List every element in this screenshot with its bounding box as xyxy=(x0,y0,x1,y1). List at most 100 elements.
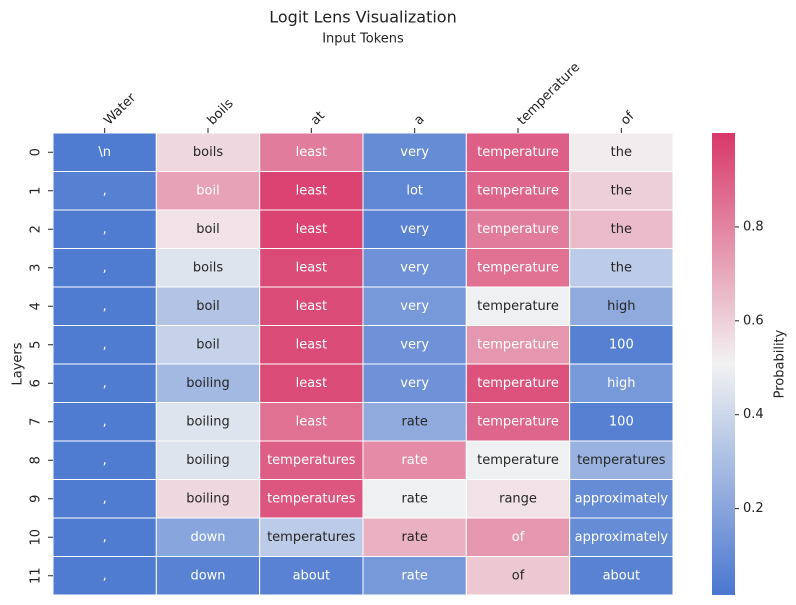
colorbar-tick-label: 0.6 xyxy=(743,313,764,328)
cell xyxy=(52,517,157,557)
cell-label: , xyxy=(103,376,107,391)
cell xyxy=(362,363,467,403)
cell-label: about xyxy=(293,568,331,583)
cell-label: , xyxy=(103,568,107,583)
cell xyxy=(569,209,674,249)
cell xyxy=(259,402,364,442)
cell xyxy=(259,363,364,403)
cell xyxy=(52,325,157,365)
cell-label: very xyxy=(400,260,429,275)
cell xyxy=(465,440,571,480)
cell xyxy=(259,556,364,596)
y-tick-label: 1 xyxy=(29,187,44,195)
y-tick-label: 7 xyxy=(29,418,44,426)
cell-label: boiling xyxy=(186,414,230,429)
cell xyxy=(465,479,571,519)
y-tick-label: 11 xyxy=(29,567,44,584)
chart-title: Logit Lens Visualization xyxy=(269,8,456,27)
cell-label: , xyxy=(103,453,107,468)
cell-label: 100 xyxy=(609,414,634,429)
x-tick-label: a xyxy=(411,112,427,128)
cell-label: the xyxy=(611,222,632,237)
cell xyxy=(52,440,157,480)
cell xyxy=(569,132,674,172)
cell xyxy=(52,556,157,596)
cell xyxy=(362,209,467,249)
cell-label: down xyxy=(190,568,225,583)
colorbar xyxy=(712,133,735,595)
cell-label: \n xyxy=(98,145,111,160)
y-tick-label: 3 xyxy=(29,264,44,272)
cell-label: temperature xyxy=(477,299,559,314)
cell-label: of xyxy=(512,530,525,545)
cell-label: high xyxy=(607,299,635,314)
y-tick-label: 8 xyxy=(29,456,44,464)
cell xyxy=(155,132,261,172)
cell-label: , xyxy=(103,530,107,545)
y-tick-label: 9 xyxy=(29,495,44,503)
cell-label: temperature xyxy=(477,414,559,429)
cell-label: least xyxy=(296,414,327,429)
cell xyxy=(465,286,571,326)
x-tick-label: of xyxy=(618,109,638,129)
cell xyxy=(52,479,157,519)
cell-label: the xyxy=(611,145,632,160)
cell-label: very xyxy=(400,145,429,160)
cell xyxy=(569,402,674,442)
cell-label: boil xyxy=(196,222,219,237)
cell-label: about xyxy=(603,568,641,583)
cell xyxy=(259,248,364,288)
cell-label: very xyxy=(400,299,429,314)
y-tick-label: 5 xyxy=(29,341,44,349)
cell xyxy=(465,402,571,442)
cell-label: least xyxy=(296,376,327,391)
cell-label: rate xyxy=(401,414,427,429)
cell xyxy=(52,402,157,442)
cell-label: of xyxy=(512,568,525,583)
y-tick-label: 6 xyxy=(29,379,44,387)
y-tick-label: 0 xyxy=(29,148,44,156)
x-tick-label: boils xyxy=(205,96,237,128)
cell-label: very xyxy=(400,376,429,391)
cell-label: least xyxy=(296,260,327,275)
cell-label: , xyxy=(103,491,107,506)
cell-label: , xyxy=(103,414,107,429)
cell-label: temperature xyxy=(477,260,559,275)
cell-label: range xyxy=(499,491,537,506)
cell-label: rate xyxy=(401,491,427,506)
cell xyxy=(155,479,261,519)
cell xyxy=(155,248,261,288)
cell-label: temperature xyxy=(477,183,559,198)
cell xyxy=(362,556,467,596)
cell xyxy=(362,248,467,288)
cell-label: boil xyxy=(196,299,219,314)
cell xyxy=(52,286,157,326)
y-tick-label: 4 xyxy=(29,302,44,310)
cell xyxy=(465,209,571,249)
colorbar-tick-label: 0.4 xyxy=(743,407,764,422)
cell-label: high xyxy=(607,376,635,391)
cell-label: temperature xyxy=(477,376,559,391)
cell-label: temperatures xyxy=(577,453,666,468)
cell-label: least xyxy=(296,145,327,160)
cell xyxy=(155,209,261,249)
cell-label: temperature xyxy=(477,453,559,468)
cell-label: very xyxy=(400,222,429,237)
colorbar-label: Probability xyxy=(773,329,788,398)
cell xyxy=(52,248,157,288)
cell xyxy=(362,517,467,557)
cell-label: temperatures xyxy=(267,491,356,506)
cell xyxy=(569,248,674,288)
cell xyxy=(259,286,364,326)
cell-label: rate xyxy=(401,530,427,545)
cell-label: , xyxy=(103,299,107,314)
x-tick-label: Water xyxy=(101,90,139,128)
cell xyxy=(569,171,674,211)
colorbar-tick-label: 0.8 xyxy=(743,219,764,234)
cell-label: very xyxy=(400,337,429,352)
cell-label: least xyxy=(296,337,327,352)
cell-label: least xyxy=(296,299,327,314)
cell xyxy=(569,556,674,596)
cell-label: rate xyxy=(401,453,427,468)
cell xyxy=(362,286,467,326)
